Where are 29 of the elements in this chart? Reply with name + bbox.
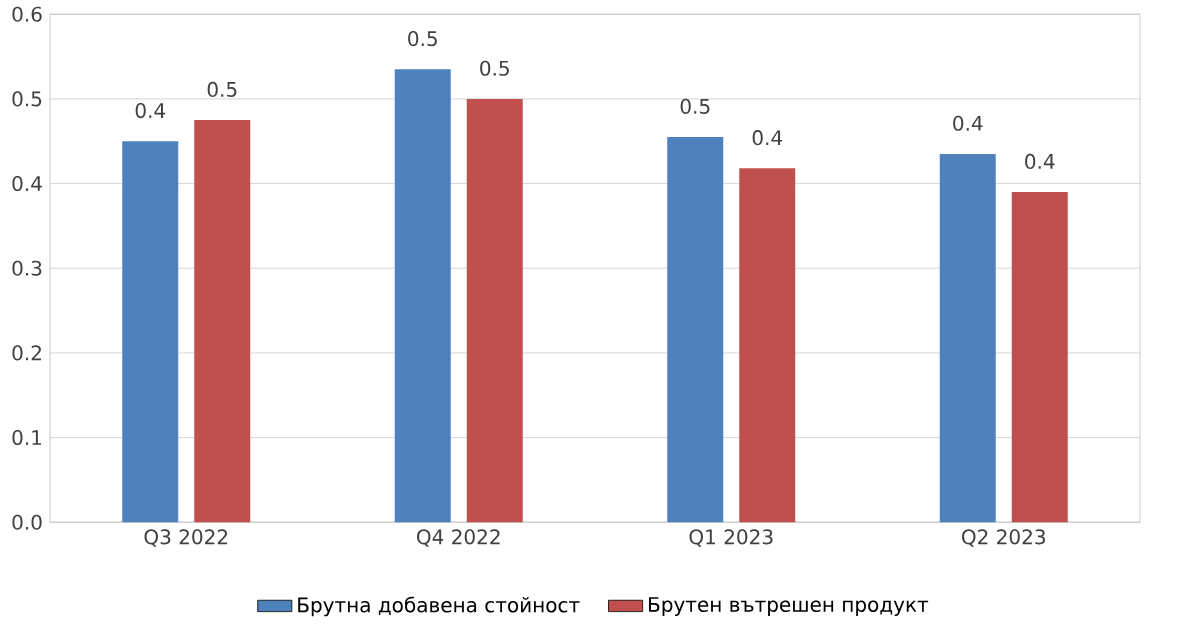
x-tick-label: Q1 2023 [689, 529, 773, 547]
legend-label: Брутна добавена стойност [298, 596, 580, 617]
x-tick-label: Q4 2022 [417, 529, 500, 547]
data-label: 0.5 [680, 98, 710, 114]
data-label: 0.4 [1025, 153, 1055, 169]
bar [466, 98, 523, 523]
bar [1011, 191, 1068, 523]
bar [667, 136, 724, 523]
y-tick-label: 0.3 [12, 260, 42, 276]
y-tick-label: 0.4 [12, 175, 42, 192]
y-tick-label: 0.6 [12, 6, 42, 22]
data-label: 0.4 [953, 115, 983, 131]
data-label: 0.5 [408, 30, 437, 47]
data-label: 0.5 [207, 81, 237, 97]
bar [939, 153, 996, 523]
y-tick-label: 0.1 [12, 429, 42, 446]
data-label: 0.4 [135, 102, 166, 119]
data-label: 0.4 [752, 129, 783, 146]
legend-label: Брутен вътрешен продукт [649, 597, 929, 616]
x-tick-label: Q3 2022 [144, 529, 228, 547]
bar [394, 69, 451, 523]
bar [122, 141, 179, 523]
y-tick-label: 0.0 [12, 514, 42, 530]
data-label: 0.5 [480, 60, 509, 76]
y-tick-label: 0.2 [12, 345, 41, 361]
y-tick-label: 0.5 [12, 91, 42, 107]
bar [739, 168, 796, 523]
x-tick-label: Q2 2023 [962, 529, 1045, 547]
bar [194, 119, 251, 523]
